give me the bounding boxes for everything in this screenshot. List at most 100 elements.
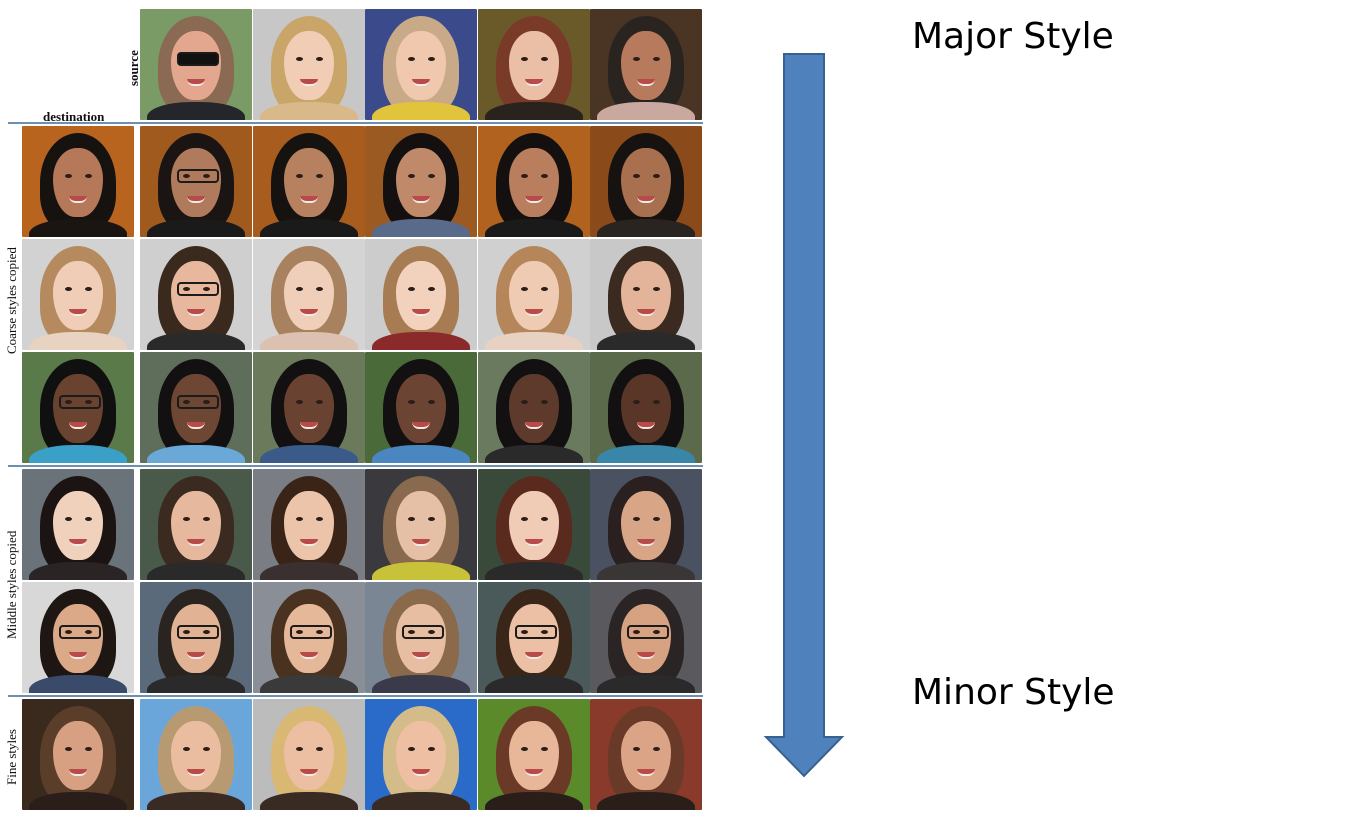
face-shirt: [484, 332, 584, 350]
face-shirt: [259, 675, 359, 693]
face-face: [621, 31, 671, 100]
face-shirt: [259, 332, 359, 350]
face-mouth: [412, 78, 430, 86]
face-mouth: [69, 538, 87, 546]
face-eye: [315, 399, 323, 404]
face-shirt: [146, 792, 246, 810]
face-eye: [182, 286, 190, 291]
face-eye: [427, 516, 435, 521]
face-eye: [295, 56, 303, 61]
mixed-face-3-2: [253, 352, 365, 463]
face-face: [396, 374, 446, 443]
eyeglasses: [176, 395, 220, 410]
face-shirt: [28, 219, 128, 237]
face-shirt: [146, 332, 246, 350]
face-face: [396, 31, 446, 100]
face-eye: [652, 746, 660, 751]
face-mouth: [69, 195, 87, 203]
face-mouth: [412, 538, 430, 546]
face-eye: [652, 399, 660, 404]
face-eye: [520, 746, 528, 751]
face-eye: [427, 746, 435, 751]
face-eye: [520, 56, 528, 61]
face-eye: [295, 286, 303, 291]
face-eye: [182, 399, 190, 404]
mixed-face-6-2: [253, 699, 365, 810]
face-shirt: [259, 792, 359, 810]
minor-style-label: Minor Style: [912, 672, 1115, 713]
face-eye: [427, 286, 435, 291]
mixed-face-2-2: [253, 239, 365, 350]
face-face: [396, 261, 446, 330]
face-shirt: [484, 562, 584, 580]
face-face: [284, 721, 334, 790]
mixed-face-3-4: [478, 352, 590, 463]
mixed-face-5-3: [365, 582, 477, 693]
face-eye: [202, 399, 210, 404]
face-eye: [182, 746, 190, 751]
mixed-face-4-2: [253, 469, 365, 580]
face-eye: [84, 399, 92, 404]
face-mouth: [637, 195, 655, 203]
face-eye: [632, 399, 640, 404]
face-mouth: [637, 768, 655, 776]
face-mouth: [412, 308, 430, 316]
face-face: [509, 374, 559, 443]
face-mouth: [637, 651, 655, 659]
face-eye: [295, 746, 303, 751]
face-eye: [64, 173, 72, 178]
style-mixing-figure: source destination Coarse styles copied …: [4, 9, 703, 810]
face-face: [621, 261, 671, 330]
face-shirt: [259, 562, 359, 580]
face-eye: [84, 286, 92, 291]
face-face: [621, 374, 671, 443]
face-face: [396, 491, 446, 560]
face-mouth: [69, 651, 87, 659]
eyeglasses: [289, 625, 333, 640]
mixed-face-1-1: [140, 126, 252, 237]
face-eye: [315, 56, 323, 61]
face-mouth: [300, 651, 318, 659]
face-eye: [520, 399, 528, 404]
face-eye: [540, 399, 548, 404]
face-shirt: [146, 675, 246, 693]
face-shirt: [596, 332, 696, 350]
face-eye: [632, 629, 640, 634]
source-face-5: [590, 9, 702, 120]
source-face-1: [140, 9, 252, 120]
face-eye: [84, 516, 92, 521]
face-shirt: [371, 445, 471, 463]
face-eye: [652, 629, 660, 634]
destination-face-4: [22, 469, 134, 580]
face-face: [509, 721, 559, 790]
face-mouth: [300, 768, 318, 776]
eyeglasses: [176, 282, 220, 297]
face-eye: [407, 56, 415, 61]
mixed-face-4-3: [365, 469, 477, 580]
face-mouth: [525, 538, 543, 546]
face-eye: [315, 286, 323, 291]
face-eye: [540, 746, 548, 751]
face-mouth: [300, 421, 318, 429]
face-eye: [315, 629, 323, 634]
face-face: [509, 148, 559, 217]
destination-face-6: [22, 699, 134, 810]
face-eye: [632, 286, 640, 291]
major-style-label: Major Style: [912, 16, 1114, 57]
face-shirt: [146, 445, 246, 463]
face-shirt: [484, 792, 584, 810]
face-face: [621, 491, 671, 560]
face-face: [53, 491, 103, 560]
face-eye: [407, 746, 415, 751]
face-mouth: [187, 538, 205, 546]
face-eye: [652, 286, 660, 291]
face-face: [284, 261, 334, 330]
face-shirt: [28, 562, 128, 580]
face-eye: [520, 286, 528, 291]
face-eye: [407, 399, 415, 404]
mixed-face-5-2: [253, 582, 365, 693]
face-eye: [520, 516, 528, 521]
middle-styles-label: Middle styles copied: [4, 530, 19, 639]
face-mouth: [69, 308, 87, 316]
face-eye: [315, 173, 323, 178]
